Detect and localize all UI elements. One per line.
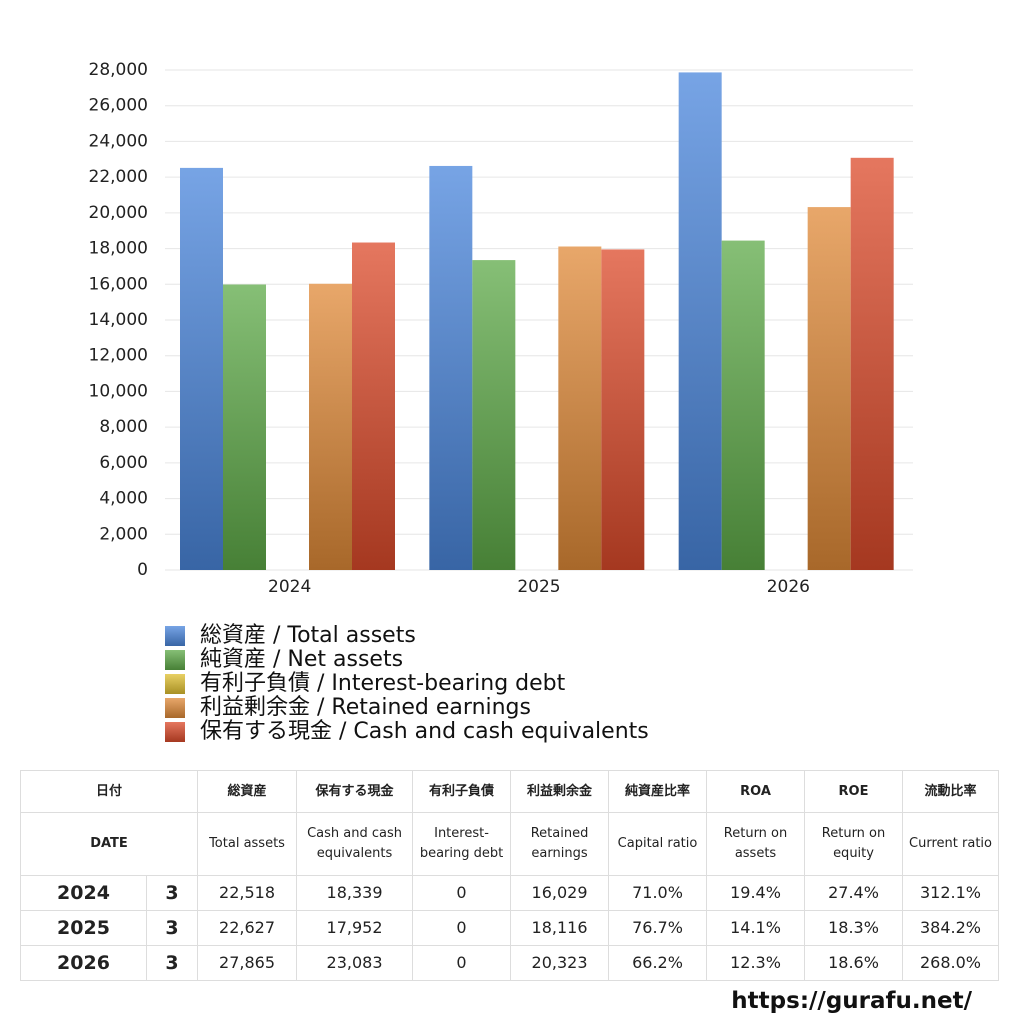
table-cell: 19.4% <box>706 875 806 911</box>
bar <box>223 284 266 570</box>
table-cell: 27.4% <box>804 875 904 911</box>
y-tick-label: 16,000 <box>89 274 148 294</box>
y-tick-label: 4,000 <box>99 489 148 509</box>
bar <box>180 167 223 570</box>
table-cell: 18.6% <box>804 945 904 981</box>
bar <box>429 165 473 571</box>
table-cell: 保有する現金 <box>296 770 414 813</box>
y-tick-label: 18,000 <box>89 239 148 259</box>
legend-swatch <box>165 722 185 742</box>
table-cell: 17,952 <box>296 910 414 946</box>
table-cell: 18,116 <box>510 910 610 946</box>
table-cell: 384.2% <box>902 910 1000 946</box>
legend-label: 利益剰余金 / Retained earnings <box>200 695 531 720</box>
table-cell: 76.7% <box>608 910 708 946</box>
table-cell: Current ratio <box>902 812 1000 876</box>
y-tick-label: 26,000 <box>89 96 148 116</box>
table-cell: 総資産 <box>197 770 298 813</box>
y-tick-label: 20,000 <box>89 203 148 223</box>
bar <box>678 72 722 571</box>
table-row: DATE Total assets Cash and cash equivalent… <box>19 812 1000 876</box>
table-cell: 22,518 <box>197 875 298 911</box>
table-cell: 利益剰余金 <box>510 770 610 813</box>
table-cell: 27,865 <box>197 945 298 981</box>
table-cell: 18.3% <box>804 910 904 946</box>
table-cell: 流動比率 <box>902 770 1000 813</box>
table-cell: Total assets <box>197 812 298 876</box>
legend-label: 有利子負債 / Interest-bearing debt <box>200 671 566 696</box>
y-tick-label: 12,000 <box>89 346 148 366</box>
table-cell: DATE <box>19 812 199 876</box>
y-tick-label: 14,000 <box>89 310 148 330</box>
table-cell: 2026 <box>20 945 147 981</box>
table-cell: ROE <box>804 770 904 813</box>
table-cell: 2025 <box>20 910 147 946</box>
y-tick-label: 10,000 <box>89 381 148 401</box>
table-cell: Capital ratio <box>608 812 708 876</box>
bar <box>472 260 516 570</box>
y-tick-label: 22,000 <box>89 167 148 187</box>
y-tick-label: 6,000 <box>99 453 148 473</box>
bar <box>601 249 645 570</box>
y-tick-label: 2,000 <box>99 524 148 544</box>
table-cell: 22,627 <box>197 910 298 946</box>
table-cell: 日付 <box>19 770 199 813</box>
table-cell: 0 <box>412 945 512 981</box>
bar <box>352 242 395 570</box>
bar <box>807 207 851 570</box>
table-cell: Return on assets <box>706 812 806 876</box>
table-row: 2024 3 22,518 18,339 0 16,029 71.0% 19.4% 27.4% 3… <box>20 875 1000 911</box>
table-cell: Retained earnings <box>510 812 610 876</box>
bar <box>850 157 894 570</box>
bar <box>309 283 352 570</box>
table-cell: 3 <box>145 875 199 911</box>
data-table: 日付 総資産 保有する現金 有利子負債 利益剰余金 純資産比率 ROA ROE 流動比率 DATE… <box>19 770 1000 981</box>
table-cell: 2024 <box>20 875 147 911</box>
y-tick-label: 8,000 <box>99 417 148 437</box>
legend-swatch <box>165 674 185 694</box>
table-cell: 純資産比率 <box>608 770 708 813</box>
table-cell: 3 <box>145 945 199 981</box>
table-cell: 66.2% <box>608 945 708 981</box>
table-row: 2025 3 22,627 17,952 0 18,116 76.7% 14.1% 18.3% 3… <box>20 910 1000 946</box>
table-cell: 3 <box>145 910 199 946</box>
table-cell: 71.0% <box>608 875 708 911</box>
table-cell: Cash and cash equivalents <box>296 812 414 876</box>
legend-swatch <box>165 626 185 646</box>
table-cell: 312.1% <box>902 875 1000 911</box>
table-cell: Interest-bearing debt <box>412 812 512 876</box>
legend-swatch <box>165 650 185 670</box>
legend-label: 純資産 / Net assets <box>200 647 403 672</box>
site-url: https://gurafu.net/ <box>731 988 972 1014</box>
table-cell: Return on equity <box>804 812 904 876</box>
bar <box>558 246 602 570</box>
table-cell: 268.0% <box>902 945 1000 981</box>
y-tick-label: 0 <box>137 560 148 580</box>
table-cell: 0 <box>412 875 512 911</box>
table-cell: 0 <box>412 910 512 946</box>
table-cell: 有利子負債 <box>412 770 512 813</box>
table-cell: ROA <box>706 770 806 813</box>
x-tick-label: 2026 <box>767 577 810 597</box>
table-cell: 23,083 <box>296 945 414 981</box>
bar <box>721 240 765 570</box>
legend-label: 保有する現金 / Cash and cash equivalents <box>200 719 649 744</box>
legend-label: 総資産 / Total assets <box>200 623 416 648</box>
table-row: 2026 3 27,865 23,083 0 20,323 66.2% 12.3% 18.6% 2… <box>20 945 1000 981</box>
y-tick-label: 28,000 <box>89 60 148 80</box>
table-row: 日付 総資産 保有する現金 有利子負債 利益剰余金 純資産比率 ROA ROE 流動比率 <box>19 770 1000 813</box>
y-tick-label: 24,000 <box>89 131 148 151</box>
x-tick-label: 2024 <box>268 577 311 597</box>
table-cell: 18,339 <box>296 875 414 911</box>
table-cell: 12.3% <box>706 945 806 981</box>
table-cell: 16,029 <box>510 875 610 911</box>
table-cell: 14.1% <box>706 910 806 946</box>
table-cell: 20,323 <box>510 945 610 981</box>
legend-swatch <box>165 698 185 718</box>
x-tick-label: 2025 <box>517 577 560 597</box>
chart: 0 2,000 4,000 6,000 8,000 10,000 12,000 14,000 1… <box>89 60 913 744</box>
